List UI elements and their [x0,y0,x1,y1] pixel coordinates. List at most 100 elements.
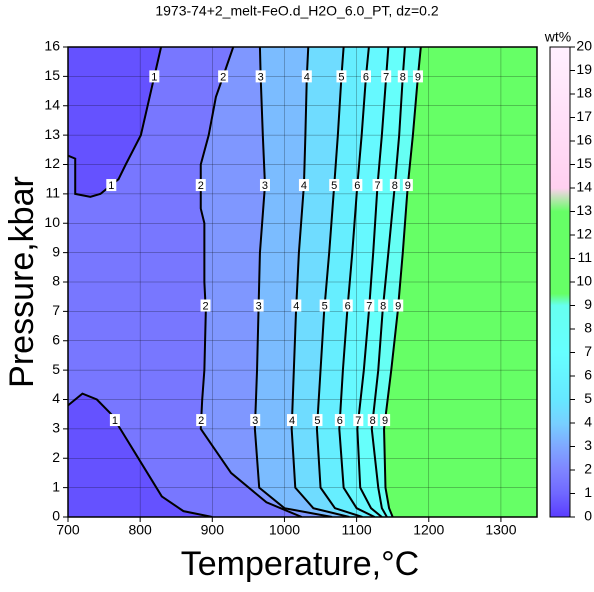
contour-label-box [298,179,309,192]
contour-label: 8 [392,180,398,192]
chart-title: 1973-74+2_melt-FeO.d_H2O_6.0_PT, dz=0.2 [155,3,439,19]
contour-label: 8 [370,415,376,427]
contour-label: 4 [304,71,310,83]
colorbar-tick-label: 14 [576,179,592,195]
contour-label: 5 [314,415,320,427]
contour-label: 3 [262,180,268,192]
contour-label: 5 [331,180,337,192]
colorbar-tick-label: 19 [576,61,592,77]
y-tick-label: 16 [44,38,60,54]
colorbar-tick-label: 9 [584,296,592,312]
contour-label-box [287,414,298,427]
contour-label: 8 [400,71,406,83]
contour-label-box [353,414,364,427]
x-tick-label: 900 [201,522,225,538]
contour-label: 2 [198,415,204,427]
y-tick-label: 7 [52,302,60,318]
colorbar-tick-label: 17 [576,108,592,124]
contour-label: 4 [293,300,299,312]
contour-label: 3 [258,71,264,83]
colorbar-tick-label: 15 [576,155,592,171]
contour-label: 6 [363,71,369,83]
y-tick-label: 12 [44,155,60,171]
colorbar-tick-label: 5 [584,390,592,406]
x-tick-label: 700 [56,522,80,538]
y-tick-label: 0 [52,508,60,524]
contour-label-box [291,299,302,312]
contour-label: 3 [252,415,258,427]
x-tick-label: 1300 [485,522,516,538]
contour-line [68,47,163,198]
contour-line [68,392,213,517]
contour-label-box [106,179,117,192]
y-tick-label: 3 [52,420,60,436]
contour-label: 9 [405,180,411,192]
contour-label-box [253,299,264,312]
contour-label-box [334,414,345,427]
contour-label-box [195,179,206,192]
colorbar-tick-label: 2 [584,461,592,477]
contour-label: 8 [380,300,386,312]
colorbar-tick-label: 13 [576,202,592,218]
contour-label-box [218,70,229,83]
contour-label-box [352,179,363,192]
contour-label-box [372,179,383,192]
contour-label: 7 [355,415,361,427]
x-tick-label: 1100 [342,522,372,538]
contour-label: 5 [338,71,344,83]
contour-fill [68,393,213,517]
contour-label-box [342,299,353,312]
x-tick-label: 800 [128,522,152,538]
x-tick-label: 1000 [269,522,300,538]
y-tick-label: 14 [44,96,60,112]
colorbar [549,46,571,518]
x-axis-label: Temperature,°C [181,545,419,583]
colorbar-tick-label: 0 [584,508,592,524]
colorbar-tick-label: 7 [584,343,592,359]
y-tick-label: 5 [52,361,60,377]
colorbar-tick-label: 20 [576,38,592,54]
contour-label-box [402,179,413,192]
colorbar-tick-label: 4 [584,414,592,430]
y-tick-label: 10 [44,214,60,230]
x-tick-label: 1200 [413,522,444,538]
colorbar-tick-label: 1 [584,484,592,500]
contour-label-box [360,70,371,83]
colorbar-tick-label: 10 [576,273,592,289]
contour-label-box [329,179,340,192]
contour-label-box [250,414,261,427]
y-tick-label: 8 [52,273,60,289]
contour-label-box [319,299,330,312]
y-tick-label: 15 [44,67,60,83]
colorbar-tick-label: 18 [576,85,592,101]
contour-label-box [381,70,392,83]
contour-label-box [301,70,312,83]
contour-label: 1 [151,71,157,83]
contour-label: 2 [220,71,226,83]
contour-label: 7 [383,71,389,83]
y-tick-label: 9 [52,243,60,259]
contour-label-box [259,179,270,192]
contour-label: 7 [366,300,372,312]
contour-label: 4 [301,180,307,192]
y-tick-label: 11 [45,185,60,201]
contour-label: 9 [415,71,421,83]
colorbar-tick-label: 16 [576,132,592,148]
contour-line [199,47,303,517]
contour-label-box [397,70,408,83]
contour-label-box [255,70,266,83]
contour-label: 7 [374,180,380,192]
contour-label: 9 [395,300,401,312]
colorbar-tick-label: 8 [584,320,592,336]
y-tick-label: 13 [44,126,60,142]
contour-label-box [149,70,160,83]
contour-label-box [393,299,404,312]
contour-label-box [109,414,120,427]
contour-label-box [378,299,389,312]
y-axis-label: Pressure,kbar [3,176,41,388]
contour-label: 3 [256,300,262,312]
contour-label-box [412,70,423,83]
contour-label-box [312,414,323,427]
contour-label: 4 [289,415,295,427]
